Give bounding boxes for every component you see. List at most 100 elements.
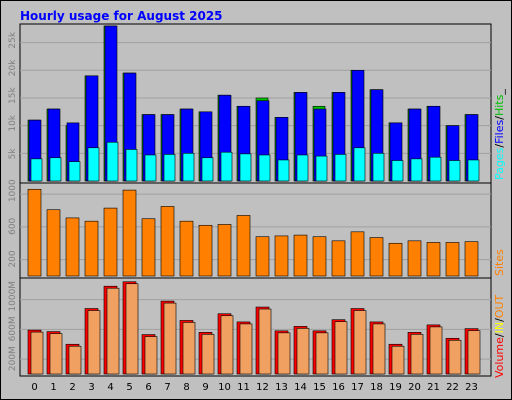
x-tick-label: 8	[183, 382, 189, 393]
sites-bar	[464, 241, 479, 277]
out-bar	[296, 328, 310, 375]
sites-bar	[312, 236, 327, 277]
legend-hits: Hits	[493, 94, 506, 116]
pages-bar	[239, 153, 252, 182]
y-tick-label: 10k	[8, 114, 18, 131]
y-tick-label: 1000M	[8, 281, 18, 312]
out-bar	[163, 302, 177, 375]
out-bar	[429, 326, 443, 375]
out-bar	[334, 321, 348, 375]
pages-bar	[258, 154, 271, 182]
x-tick-label: 20	[408, 382, 421, 393]
out-bar	[239, 323, 253, 375]
pages-bar	[182, 153, 195, 182]
x-tick-label: 7	[164, 382, 170, 393]
pages-bar	[49, 157, 62, 182]
x-tick-label: 17	[351, 382, 364, 393]
sites-bar	[293, 234, 308, 277]
x-tick-label: 2	[69, 382, 75, 393]
pages-bar	[277, 159, 290, 182]
out-bar	[30, 331, 44, 375]
out-bar	[201, 334, 215, 375]
pages-bar	[201, 157, 214, 182]
legend-sep: /	[493, 116, 506, 120]
legend-sep: /	[493, 333, 506, 337]
sites-bar	[65, 217, 80, 277]
x-tick-label: 14	[294, 382, 307, 393]
pages-bar	[296, 154, 309, 182]
x-tick-label: 0	[31, 382, 37, 393]
out-bar	[258, 308, 272, 375]
svg-text:Volume/IN/OUT: Volume/IN/OUT	[493, 294, 506, 378]
panel-frame	[19, 182, 492, 279]
x-tick-label: 6	[145, 382, 151, 393]
legend-sep: /	[493, 318, 506, 322]
sites-bar	[141, 218, 156, 277]
pages-bar	[68, 161, 81, 182]
sites-bar	[407, 240, 422, 277]
x-tick-label: 21	[427, 382, 440, 393]
sites-bar	[27, 188, 42, 277]
x-tick-label: 12	[256, 382, 269, 393]
out-bar	[68, 345, 82, 375]
pages-bar	[87, 147, 100, 182]
x-tick-label: 1	[50, 382, 56, 393]
pages-bar	[220, 151, 233, 182]
sites-bar	[350, 231, 365, 277]
x-tick-label: 3	[88, 382, 94, 393]
out-bar	[372, 323, 386, 375]
sites-bar	[331, 240, 346, 277]
x-tick-label: 9	[202, 382, 208, 393]
out-bar	[410, 334, 424, 375]
sites-panel: 200 600 1000 Sites	[8, 179, 506, 279]
out-bar	[125, 283, 139, 375]
sites-bar	[388, 242, 403, 277]
legend-volume: Volume	[493, 337, 506, 378]
x-tick-label: 18	[370, 382, 383, 393]
svg-text:Pages/Files/Hits_: Pages/Files/Hits_	[493, 89, 506, 180]
legend-out: OUT	[493, 294, 506, 318]
sites-bar	[217, 224, 232, 277]
pages-bar	[410, 158, 423, 182]
pages-bar	[125, 149, 138, 182]
y-tick-label: 600	[8, 217, 18, 234]
sites-bar	[369, 237, 384, 277]
sites-bar	[255, 236, 270, 277]
pages-bar	[448, 160, 461, 182]
x-tick-label: 10	[218, 382, 231, 393]
legend-tail: _	[493, 89, 506, 96]
legend-sites: Sites	[493, 249, 506, 276]
pages-bar	[334, 154, 347, 182]
out-bar	[220, 315, 234, 375]
pages-bar	[144, 154, 157, 182]
out-bar	[106, 287, 120, 375]
x-tick-label: 23	[465, 382, 478, 393]
pages-bar	[467, 159, 480, 182]
sites-bar	[160, 206, 175, 277]
pages-files-hits-legend: Pages/Files/Hits_	[493, 89, 506, 180]
x-tick-label: 11	[237, 382, 250, 393]
legend-pages: Pages	[493, 147, 506, 180]
pages-bar	[315, 155, 328, 182]
y-tick-label: 15k	[8, 87, 18, 104]
sites-bar	[84, 220, 99, 277]
sites-bar	[236, 215, 251, 277]
x-tick-label: 15	[313, 382, 326, 393]
sites-bar	[274, 235, 289, 277]
out-bar	[315, 332, 329, 375]
legend-sep: /	[493, 144, 506, 148]
out-bar	[391, 345, 405, 375]
pages-bar	[372, 153, 385, 182]
sites-bar	[198, 224, 213, 277]
y-tick-label: 200M	[8, 346, 18, 371]
y-tick-label: 25k	[8, 31, 18, 48]
pages-bar	[353, 147, 366, 182]
out-bar	[467, 330, 481, 375]
out-bar	[144, 336, 158, 375]
x-tick-label: 16	[332, 382, 345, 393]
sites-bar	[46, 209, 61, 277]
sites-bar	[445, 242, 460, 277]
